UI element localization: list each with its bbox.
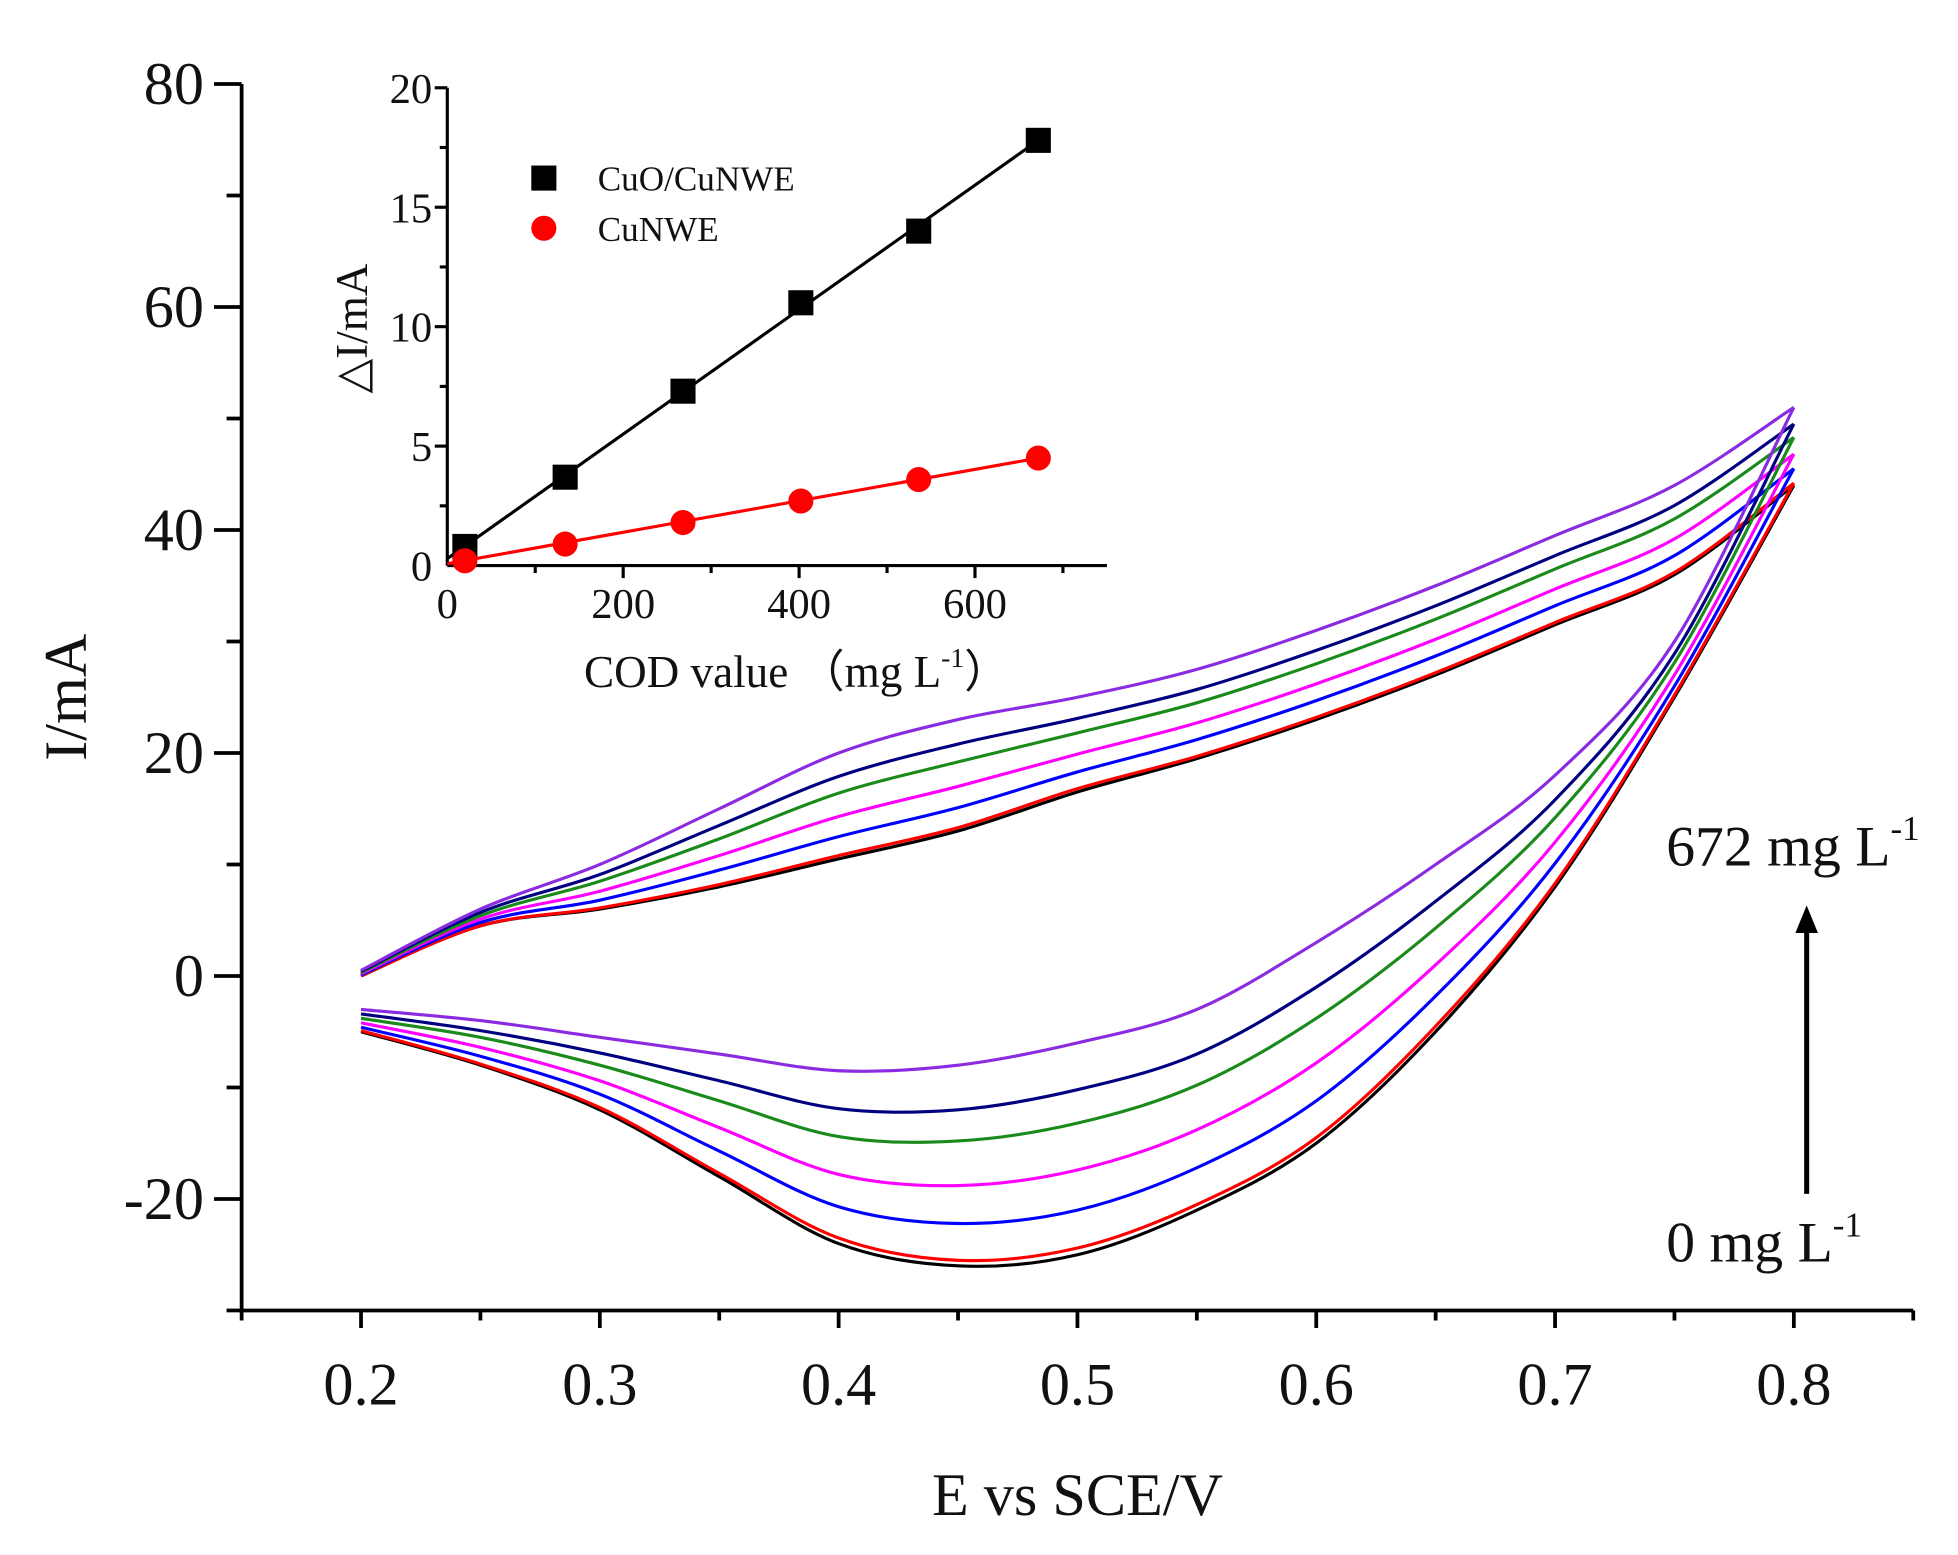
inset-point-square <box>552 464 578 490</box>
y-tick-label: 40 <box>144 497 204 564</box>
cv-reverse-scan-0 <box>360 484 1796 1268</box>
cv-reverse-scan-2 <box>360 467 1796 1226</box>
legend-square-icon <box>531 165 557 191</box>
inset-y-tick-label: 15 <box>390 185 433 232</box>
annotation-top-sup: -1 <box>1890 809 1919 848</box>
inset-point-circle <box>552 531 578 557</box>
inset-y-axis-label: △I/mA <box>327 263 377 393</box>
cv-forward-scan-2 <box>360 467 1795 977</box>
cv-forward-scan-1 <box>360 481 1795 978</box>
cv-reverse-scan-1 <box>360 482 1796 1263</box>
inset-x-axis-label-end: ） <box>964 647 1009 697</box>
y-tick-label: -20 <box>124 1166 204 1233</box>
cv-reverse-scan-3 <box>360 453 1796 1188</box>
annotation-bottom-sup: -1 <box>1833 1205 1862 1244</box>
cv-forward-scan-4 <box>360 436 1795 975</box>
y-tick-label: 60 <box>144 274 204 341</box>
inset-point-square <box>670 378 696 404</box>
inset-point-circle <box>670 510 696 536</box>
legend-label: CuO/CuNWE <box>598 160 795 199</box>
inset-fit-line-1 <box>447 456 1039 566</box>
inset-x-axis-label-text: COD value （mg L <box>584 647 941 697</box>
inset-y-tick-label: 0 <box>411 544 432 591</box>
annotation-top-text: 672 mg L <box>1666 815 1890 878</box>
inset-y-tick-label: 5 <box>411 424 432 471</box>
y-tick-label: 20 <box>144 720 204 787</box>
x-tick-label: 0.3 <box>562 1352 637 1419</box>
cv-reverse-scan-5 <box>360 423 1796 1114</box>
inset-point-circle <box>906 467 932 493</box>
inset-x-tick-label: 400 <box>767 581 831 628</box>
inset-y-tick-label: 10 <box>390 305 433 352</box>
inset-point-circle <box>788 488 814 514</box>
inset-point-circle <box>1025 445 1051 471</box>
x-tick-label: 0.5 <box>1040 1352 1115 1419</box>
x-tick-label: 0.7 <box>1517 1352 1592 1419</box>
x-tick-label: 0.6 <box>1279 1352 1354 1419</box>
cv-reverse-scan-6 <box>360 406 1796 1073</box>
inset-x-tick-label: 600 <box>943 581 1007 628</box>
inset-x-tick-label: 200 <box>591 581 655 628</box>
inset-fit-line-0 <box>446 139 1040 560</box>
x-tick-label: 0.8 <box>1756 1352 1831 1419</box>
annotation-top: 672 mg L-1 <box>1666 809 1920 878</box>
inset-x-axis-label: COD value （mg L-1） <box>584 642 1009 697</box>
cv-forward-scan-6 <box>360 406 1795 972</box>
cv-forward-scan-3 <box>360 452 1795 976</box>
annotation-bottom: 0 mg L-1 <box>1666 1205 1862 1274</box>
x-tick-label: 0.2 <box>323 1352 398 1419</box>
inset-point-square <box>788 290 814 316</box>
inset-y-tick-label: 20 <box>390 66 433 113</box>
inset-point-square <box>906 218 932 244</box>
arrow-head-icon <box>1795 905 1818 933</box>
y-axis-label: I/mA <box>33 633 100 761</box>
y-tick-label: 80 <box>144 51 204 118</box>
x-tick-label: 0.4 <box>801 1352 876 1419</box>
inset-point-circle <box>452 548 478 574</box>
legend-label: CuNWE <box>598 210 719 249</box>
annotation-bottom-text: 0 mg L <box>1666 1212 1833 1275</box>
cv-forward-scan-5 <box>360 422 1795 973</box>
inset-x-tick-label: 0 <box>437 581 458 628</box>
inset-x-axis-label-sup: -1 <box>941 642 964 673</box>
y-tick-label: 0 <box>174 943 204 1010</box>
inset-point-square <box>1025 127 1051 153</box>
legend-circle-icon <box>531 215 557 241</box>
cv-reverse-scan-4 <box>360 436 1796 1144</box>
x-axis-label: E vs SCE/V <box>932 1462 1223 1529</box>
